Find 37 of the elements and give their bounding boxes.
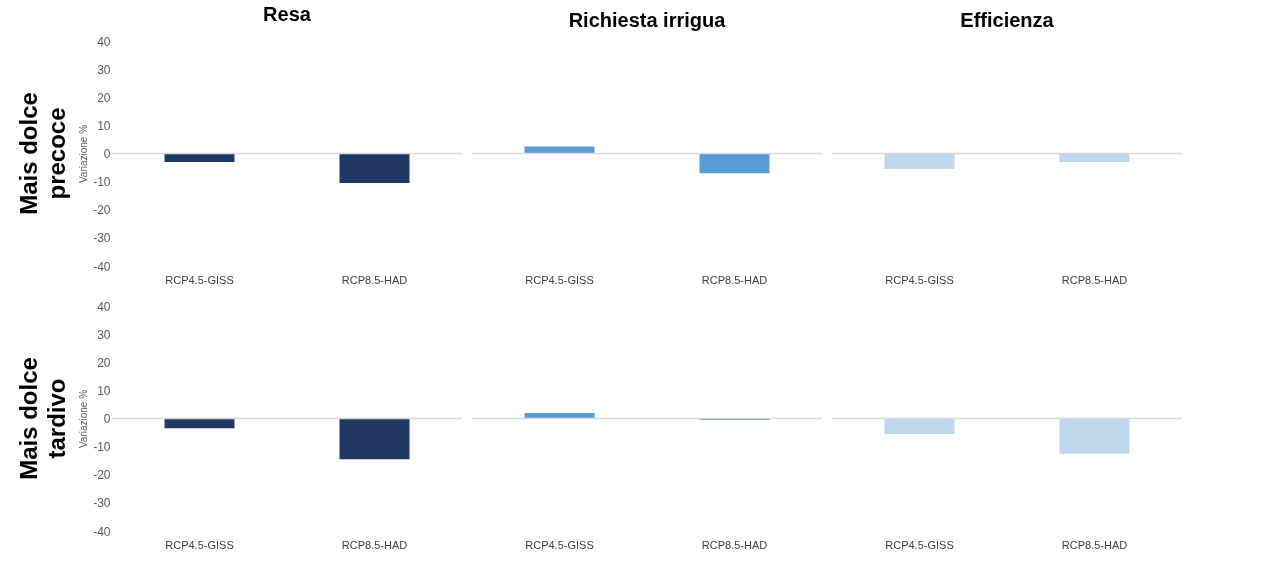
y-tick-label: -20 [93,203,111,218]
x-tick-label: RCP4.5-GISS [165,538,234,551]
x-tick-label: RCP8.5-HAD [701,273,768,286]
x-tick-label: RCP4.5-GISS [525,538,594,551]
text: Mais dolce tardivo [15,357,70,480]
y-tick-label: -10 [93,440,111,455]
y-tick-label: -10 [93,175,111,190]
y-tick-label: 40 [97,34,111,49]
y-tick-label: -40 [93,524,111,539]
x-tick-label: RCP4.5-GISS [885,273,954,286]
y-tick-label: -30 [93,496,111,511]
y-tick-label: 20 [97,90,111,105]
x-tick-label: RCP8.5-HAD [1061,538,1128,551]
y-tick-label: 30 [97,327,111,342]
y-tick-label: 20 [97,355,111,370]
x-tick-label: RCP8.5-HAD [701,538,768,551]
x-tick-label: RCP8.5-HAD [1061,273,1128,286]
y-tick-label: 10 [97,118,111,133]
x-tick-label: RCP4.5-GISS [525,273,594,286]
y-tick-label: 0 [103,147,111,161]
chart-title: Resa [263,3,312,25]
y-tick-label: 30 [97,62,111,77]
x-tick-label: RCP4.5-GISS [885,538,954,551]
chart-title: Efficienza [960,9,1055,31]
y-axis-title: Variazione % [78,124,90,184]
y-tick-label: 40 [97,299,111,314]
x-tick-label: RCP4.5-GISS [165,273,234,286]
y-axis-title: Variazione % [78,389,90,449]
y-tick-label: -30 [93,231,111,246]
y-tick-label: -40 [93,259,111,274]
chart-title: Richiesta irrigua [568,9,727,31]
text: Mais dolce precoce [15,92,70,215]
x-tick-label: RCP8.5-HAD [341,273,408,286]
y-tick-label: 10 [97,383,111,398]
x-tick-label: RCP8.5-HAD [341,538,408,551]
y-tick-label: 0 [103,412,111,426]
y-tick-label: -20 [93,468,111,483]
